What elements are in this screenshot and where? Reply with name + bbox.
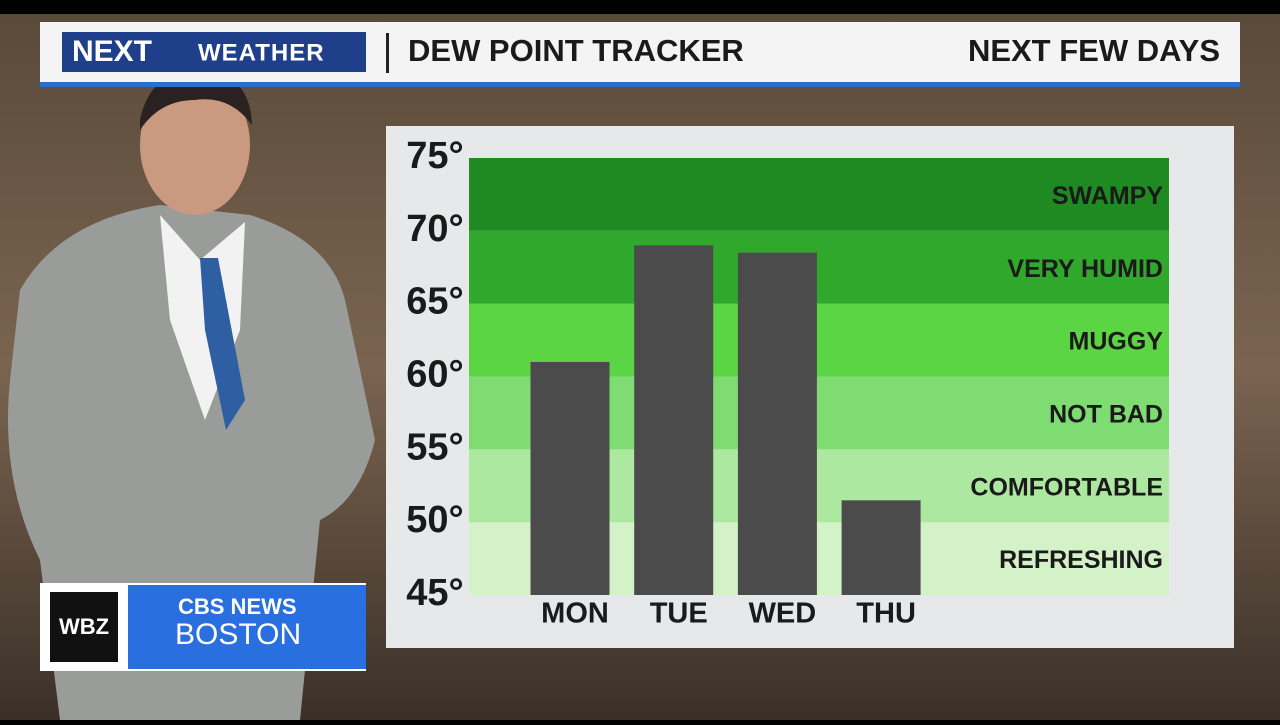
network-box — [128, 585, 366, 669]
y-tick-label: 50° — [406, 499, 463, 541]
plot: REFRESHING COMFORTABLE NOT BAD MUGGY VERY HU… — [406, 135, 1169, 630]
zone-label: VERY HUMID — [1007, 255, 1163, 283]
network: CBS NEWS — [178, 594, 297, 619]
y-tick-label: 60° — [406, 354, 463, 396]
zone-label: COMFORTABLE — [970, 473, 1163, 501]
x-tick-label: MON — [541, 598, 609, 630]
y-tick-label: 45° — [406, 572, 463, 614]
bar — [737, 252, 817, 595]
y-tick-label: 55° — [406, 426, 463, 468]
brand-box — [62, 32, 366, 72]
x-tick-label: THU — [856, 598, 916, 630]
zone-label: REFRESHING — [999, 546, 1163, 574]
call-sign: WBZ — [59, 614, 109, 639]
divider — [386, 33, 389, 73]
brand: NEXT — [72, 35, 152, 68]
header-accent — [40, 82, 1240, 87]
zone-label: NOT BAD — [1049, 401, 1163, 429]
bar — [634, 245, 714, 595]
section: WEATHER — [198, 39, 325, 66]
y-tick-label: 65° — [406, 281, 463, 323]
y-tick-label: 70° — [406, 208, 463, 250]
x-tick-label: WED — [749, 598, 817, 630]
bar — [841, 500, 921, 595]
top-strip — [0, 0, 1280, 14]
y-tick-label: 75° — [406, 135, 463, 177]
zone — [469, 158, 1169, 231]
zone — [469, 230, 1169, 304]
x-tick-label: TUE — [650, 598, 708, 630]
header-title: DEW POINT TRACKER — [408, 33, 744, 68]
header-subtitle: NEXT FEW DAYS — [968, 33, 1220, 68]
zone-label: MUGGY — [1069, 328, 1164, 356]
call-box — [50, 592, 118, 662]
city: BOSTON — [175, 618, 301, 651]
bar — [530, 361, 610, 595]
zone-label: SWAMPY — [1052, 182, 1163, 210]
